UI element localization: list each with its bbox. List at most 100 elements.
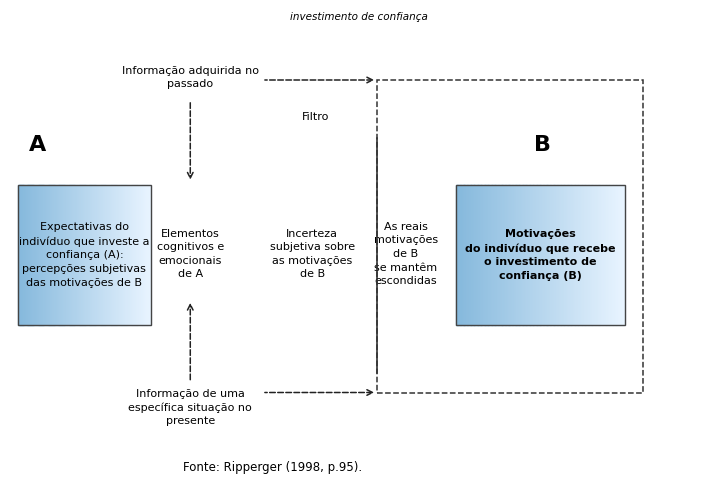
Bar bbox=[70, 185, 72, 325]
Bar bbox=[142, 185, 144, 325]
Bar bbox=[617, 185, 620, 325]
Bar bbox=[52, 185, 54, 325]
Bar bbox=[472, 185, 474, 325]
Bar bbox=[57, 185, 58, 325]
Bar bbox=[123, 185, 125, 325]
Bar bbox=[143, 185, 145, 325]
Bar bbox=[55, 185, 57, 325]
Bar bbox=[144, 185, 146, 325]
Bar bbox=[605, 185, 607, 325]
Bar bbox=[575, 185, 577, 325]
Bar bbox=[140, 185, 141, 325]
Bar bbox=[104, 185, 106, 325]
Bar bbox=[138, 185, 139, 325]
Bar bbox=[497, 185, 499, 325]
Bar bbox=[49, 185, 51, 325]
Bar bbox=[567, 185, 569, 325]
Bar bbox=[43, 185, 45, 325]
Bar bbox=[55, 185, 56, 325]
Bar bbox=[67, 185, 70, 325]
Bar bbox=[124, 185, 126, 325]
Bar bbox=[584, 185, 586, 325]
Text: Motivações
do indivíduo que recebe
o investimento de
confiança (B): Motivações do indivíduo que recebe o inv… bbox=[465, 229, 615, 281]
Bar bbox=[529, 185, 531, 325]
Bar bbox=[75, 185, 78, 325]
Bar bbox=[110, 185, 112, 325]
Bar bbox=[525, 185, 527, 325]
Bar bbox=[566, 185, 568, 325]
Bar bbox=[60, 185, 62, 325]
Bar bbox=[112, 185, 114, 325]
Bar bbox=[466, 185, 468, 325]
Bar bbox=[18, 185, 151, 325]
Bar bbox=[62, 185, 64, 325]
Bar bbox=[505, 185, 508, 325]
Bar bbox=[59, 185, 61, 325]
Bar bbox=[601, 185, 603, 325]
Bar bbox=[136, 185, 138, 325]
Bar bbox=[95, 185, 97, 325]
Bar bbox=[484, 185, 486, 325]
Bar bbox=[108, 185, 109, 325]
Bar bbox=[106, 185, 108, 325]
Bar bbox=[560, 185, 562, 325]
Bar bbox=[82, 185, 84, 325]
Bar bbox=[48, 185, 50, 325]
Bar bbox=[51, 185, 53, 325]
Bar bbox=[26, 185, 27, 325]
Bar bbox=[604, 185, 606, 325]
Bar bbox=[551, 185, 554, 325]
Text: Informação adquirida no
passado: Informação adquirida no passado bbox=[122, 66, 258, 90]
Bar bbox=[585, 185, 587, 325]
Bar bbox=[106, 185, 107, 325]
Bar bbox=[91, 185, 93, 325]
Bar bbox=[146, 185, 148, 325]
Bar bbox=[98, 185, 100, 325]
Bar bbox=[501, 185, 503, 325]
Bar bbox=[510, 185, 513, 325]
Bar bbox=[53, 185, 55, 325]
Bar bbox=[67, 185, 68, 325]
Text: As reais
motivações
de B
se mantêm
escondidas: As reais motivações de B se mantêm escon… bbox=[373, 222, 438, 286]
Bar bbox=[114, 185, 116, 325]
Bar bbox=[101, 185, 103, 325]
Bar bbox=[24, 185, 27, 325]
Bar bbox=[139, 185, 141, 325]
Bar bbox=[482, 185, 485, 325]
Bar bbox=[607, 185, 608, 325]
Bar bbox=[103, 185, 105, 325]
Bar bbox=[118, 185, 121, 325]
Bar bbox=[572, 185, 574, 325]
Bar bbox=[99, 185, 101, 325]
Bar bbox=[78, 185, 80, 325]
Bar bbox=[538, 185, 540, 325]
Bar bbox=[88, 185, 90, 325]
Bar bbox=[93, 185, 95, 325]
Bar bbox=[22, 185, 24, 325]
Bar bbox=[45, 185, 47, 325]
Bar bbox=[491, 185, 493, 325]
Bar bbox=[120, 185, 121, 325]
Bar bbox=[507, 185, 508, 325]
Bar bbox=[61, 185, 63, 325]
Bar bbox=[34, 185, 35, 325]
Bar bbox=[595, 185, 597, 325]
Bar bbox=[131, 185, 133, 325]
Bar bbox=[589, 185, 592, 325]
Bar bbox=[116, 185, 117, 325]
Bar bbox=[581, 185, 583, 325]
Bar bbox=[85, 185, 86, 325]
Bar bbox=[597, 185, 599, 325]
Bar bbox=[579, 185, 582, 325]
Bar bbox=[467, 185, 470, 325]
Bar bbox=[544, 185, 546, 325]
Bar bbox=[573, 185, 574, 325]
Bar bbox=[29, 185, 31, 325]
Bar bbox=[126, 185, 129, 325]
Bar bbox=[111, 185, 113, 325]
Bar bbox=[592, 185, 595, 325]
Bar bbox=[503, 185, 505, 325]
Bar bbox=[94, 185, 96, 325]
Bar bbox=[578, 185, 580, 325]
Bar bbox=[477, 185, 479, 325]
